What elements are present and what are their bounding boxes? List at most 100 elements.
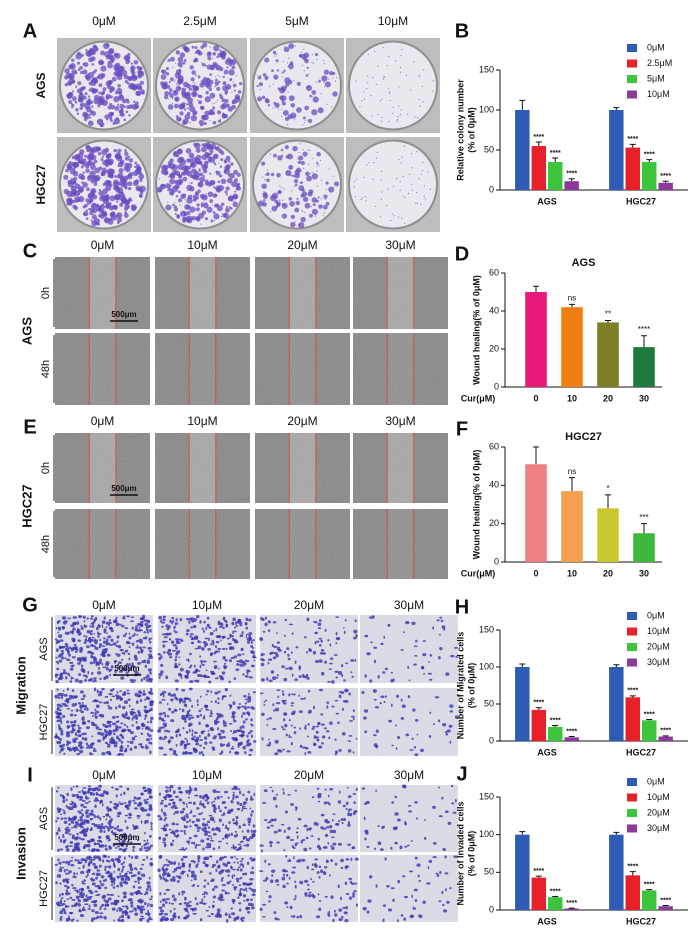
cell [355, 903, 359, 907]
cell [347, 795, 352, 799]
cell [167, 649, 172, 653]
cell [196, 714, 200, 719]
cell [267, 863, 271, 866]
colony [183, 46, 189, 52]
cell [169, 861, 174, 865]
cell [193, 907, 197, 911]
cell [74, 732, 78, 736]
cell [227, 642, 232, 645]
cell [396, 694, 400, 698]
cell [405, 620, 410, 625]
cell [206, 796, 209, 800]
colony [260, 161, 266, 166]
cell [78, 867, 81, 869]
cell [230, 912, 236, 916]
colony [108, 116, 113, 120]
cell [186, 629, 190, 632]
cell [323, 727, 327, 730]
speck [195, 74, 197, 77]
cell [183, 907, 188, 911]
speck [213, 219, 216, 222]
micrograph [255, 509, 350, 579]
colony [105, 80, 111, 87]
colony [283, 69, 286, 72]
cell [175, 618, 178, 622]
cell [384, 667, 389, 671]
cell [199, 695, 202, 698]
cell [186, 840, 191, 843]
colony [219, 165, 223, 168]
colony [79, 106, 84, 110]
speck [387, 188, 389, 190]
cell [232, 630, 234, 635]
cell [191, 733, 194, 737]
cell [189, 633, 194, 636]
cell [441, 625, 446, 629]
colony [185, 91, 191, 97]
cell [415, 639, 418, 643]
cell [143, 717, 147, 720]
cell [218, 864, 221, 867]
cell [164, 833, 169, 837]
cell [354, 658, 357, 662]
colony [68, 166, 72, 170]
cell [303, 824, 308, 828]
cell [241, 809, 244, 812]
texture [155, 333, 250, 405]
panel-letter: C [23, 240, 37, 262]
colony [80, 102, 86, 108]
cell [224, 912, 228, 917]
speck [270, 210, 272, 212]
cell [162, 876, 165, 879]
cell [77, 662, 81, 665]
cell [236, 660, 239, 663]
micrograph [54, 687, 154, 756]
cell [63, 810, 66, 814]
cell [433, 723, 435, 726]
cell [236, 663, 240, 666]
colony [133, 100, 136, 103]
cell [66, 726, 70, 729]
colony [225, 207, 230, 213]
cell [288, 666, 293, 671]
cell [401, 784, 407, 788]
cell [294, 842, 298, 847]
cell [89, 625, 93, 628]
cell [335, 712, 340, 715]
cell [87, 908, 92, 910]
speck [196, 60, 199, 63]
cell [121, 867, 124, 871]
cell [83, 732, 87, 735]
cell [181, 708, 185, 713]
cell [413, 745, 417, 749]
colony [131, 75, 138, 82]
cell [202, 660, 207, 663]
cell [182, 717, 187, 721]
texture [353, 257, 448, 329]
colony [164, 94, 169, 100]
cell [245, 838, 251, 842]
colony [311, 208, 319, 215]
cell [66, 688, 70, 691]
cell [175, 638, 180, 641]
cell [304, 892, 308, 895]
cell [218, 914, 222, 918]
cell [245, 633, 249, 636]
cell [106, 745, 111, 748]
speck [400, 109, 403, 111]
cell [114, 806, 118, 810]
colony [169, 173, 175, 179]
speck [201, 120, 203, 122]
speck [186, 85, 189, 88]
colony [205, 202, 208, 205]
cell [119, 785, 123, 788]
cell [230, 856, 234, 859]
cell [243, 694, 247, 698]
speck [304, 119, 306, 121]
cell [113, 899, 117, 904]
cell [110, 902, 114, 905]
cell [119, 874, 124, 878]
cell [148, 918, 153, 920]
colony [126, 81, 130, 85]
cell [230, 846, 233, 849]
